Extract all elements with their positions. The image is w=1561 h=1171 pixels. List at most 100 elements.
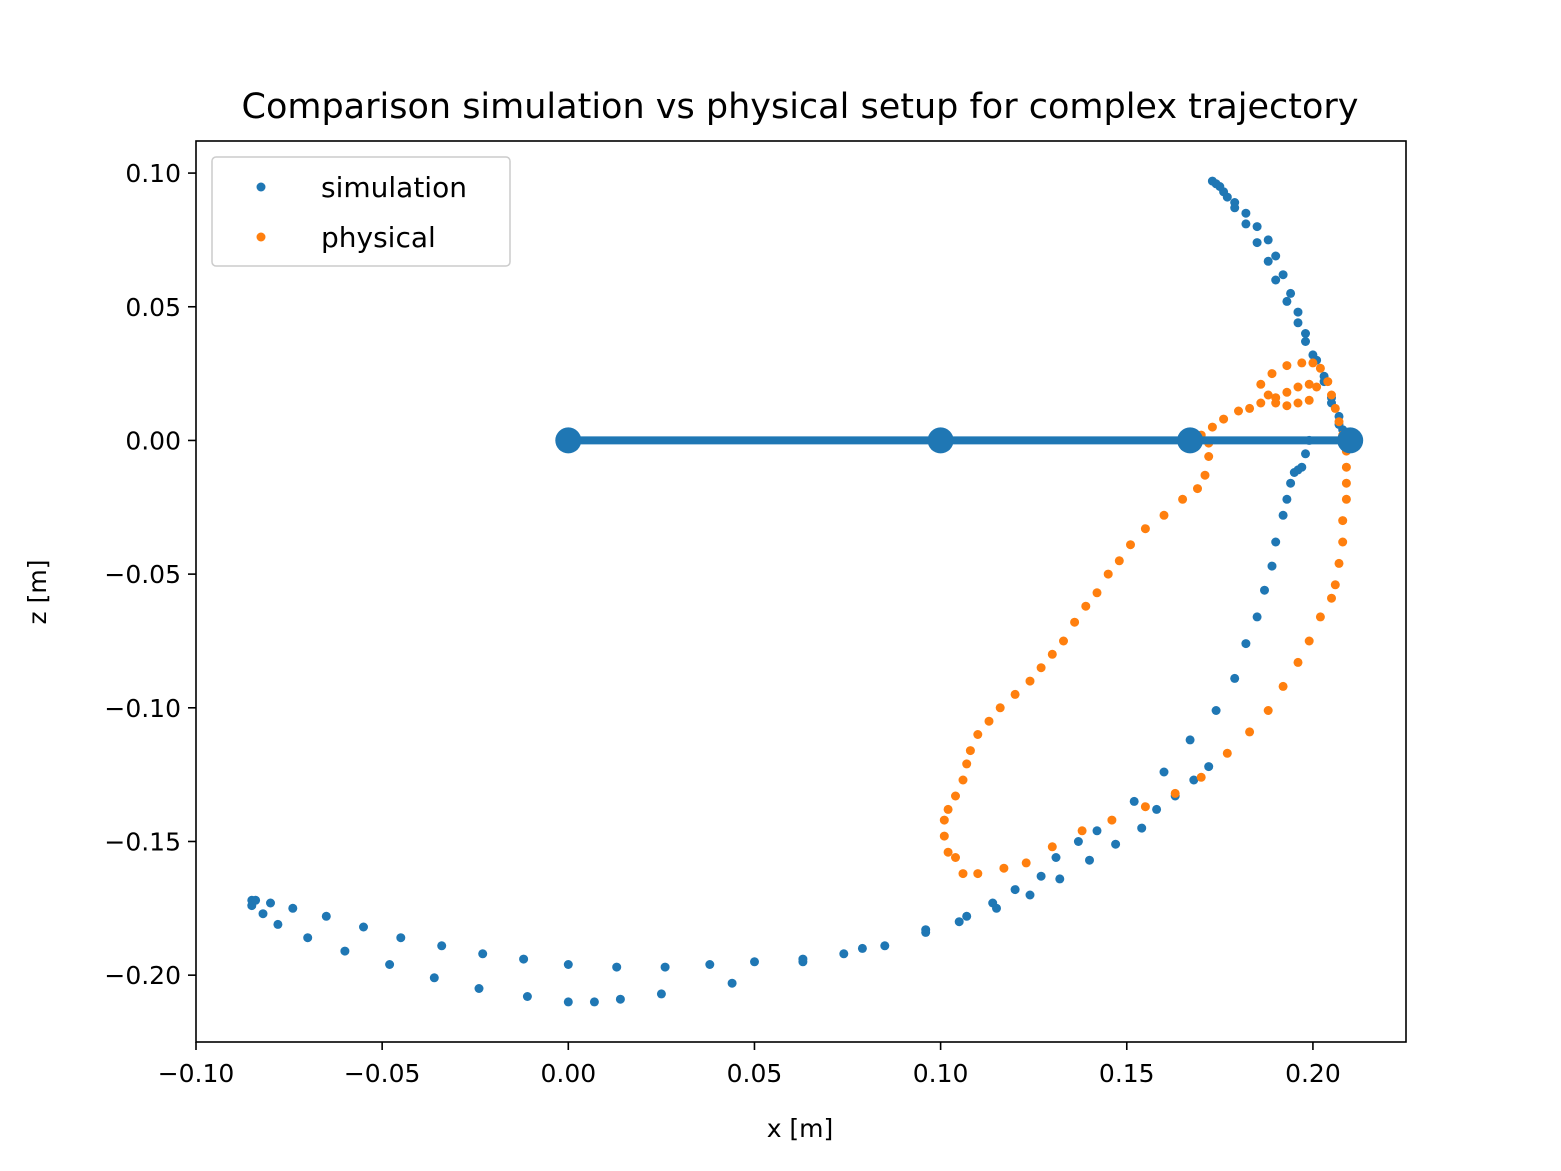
physical-point <box>1304 379 1314 389</box>
physical-point <box>1293 382 1303 392</box>
physical-point <box>1077 826 1087 836</box>
simulation-point <box>1159 767 1169 777</box>
physical-point <box>1140 524 1150 534</box>
y-tick-label: 0.00 <box>125 426 181 455</box>
y-tick-label: −0.20 <box>104 961 181 990</box>
simulation-point <box>1092 826 1102 836</box>
simulation-point <box>321 911 331 921</box>
physical-point <box>1327 593 1336 603</box>
simulation-point <box>1301 449 1310 459</box>
simulation-point <box>437 941 447 951</box>
physical-point <box>1293 398 1303 408</box>
simulation-point <box>1185 735 1195 745</box>
simulation-point <box>1085 855 1094 865</box>
physical-point <box>1267 369 1277 379</box>
simulation-point <box>1293 318 1303 328</box>
physical-point <box>1114 556 1124 566</box>
physical-point <box>1025 676 1035 686</box>
plot-marks <box>247 176 1364 1007</box>
simulation-point <box>1282 296 1292 306</box>
physical-point <box>1222 748 1232 758</box>
physical-point <box>1159 510 1169 520</box>
simulation-point <box>1204 762 1214 772</box>
simulation-point <box>359 922 368 932</box>
y-axis: 0.10 0.05 0.00 −0.05 −0.10 −0.15 −0.20 <box>104 159 196 990</box>
physical-point <box>1263 390 1273 400</box>
physical-point <box>995 703 1005 713</box>
simulation-point <box>705 960 715 969</box>
simulation-point <box>1252 238 1262 248</box>
simulation-point <box>266 898 275 908</box>
simulation-point <box>880 941 890 951</box>
simulation-point <box>750 957 759 967</box>
simulation-point <box>474 984 484 993</box>
simulation-point <box>1286 478 1296 488</box>
physical-point <box>943 804 953 814</box>
physical-point <box>939 831 949 841</box>
simulation-point <box>1230 203 1240 213</box>
simulation-point <box>1293 307 1303 317</box>
simulation-point <box>478 949 488 959</box>
physical-point <box>984 716 994 726</box>
simulation-point <box>954 917 964 927</box>
simulation-point <box>563 997 573 1007</box>
physical-point <box>1278 681 1288 691</box>
simulation-point <box>1055 874 1065 884</box>
simulation-point <box>1271 251 1281 261</box>
chart-title: Comparison simulation vs physical setup … <box>242 87 1359 127</box>
physical-point <box>1256 398 1266 408</box>
simulation-point <box>1129 796 1139 806</box>
physical-point <box>939 815 949 825</box>
simulation-point <box>1189 775 1199 785</box>
simulation-point <box>1252 612 1262 622</box>
physical-point <box>1036 663 1046 673</box>
physical-point <box>1081 601 1091 611</box>
simulation-point <box>288 903 298 913</box>
physical-point <box>1341 494 1351 504</box>
physical-point <box>962 759 972 769</box>
physical-point <box>1200 470 1210 480</box>
physical-point <box>958 869 968 879</box>
physical-point <box>1070 617 1080 627</box>
physical-point <box>973 869 983 879</box>
simulation-point <box>1301 329 1310 338</box>
simulation-point <box>656 989 666 999</box>
physical-point <box>1341 478 1351 488</box>
simulation-point <box>612 962 622 972</box>
simulation-point <box>1137 823 1147 833</box>
simulation-point <box>1241 219 1251 229</box>
physical-point <box>1059 636 1068 646</box>
physical-point <box>1327 390 1336 400</box>
simulation-point <box>303 933 313 943</box>
simulation-point <box>962 911 972 921</box>
physical-point <box>951 853 960 862</box>
y-tick-label: 0.10 <box>125 159 181 188</box>
x-tick-label: 0.20 <box>1285 1059 1341 1088</box>
simulation-point <box>857 943 867 953</box>
simulation-point <box>1260 585 1269 595</box>
simulation-point <box>258 909 268 919</box>
physical-point <box>1315 363 1325 373</box>
simulation-point <box>273 919 283 929</box>
physical-point <box>1271 398 1281 408</box>
simulation-point <box>251 895 261 905</box>
simulation-point <box>1152 804 1162 814</box>
physical-point <box>1092 588 1102 598</box>
simulation-point <box>1301 337 1310 346</box>
simulation-point <box>1278 510 1288 520</box>
simulation-point <box>385 960 395 969</box>
simulation-point <box>1289 468 1299 477</box>
physical-point <box>1282 361 1292 371</box>
simulation-point <box>1230 673 1240 683</box>
joint-marker <box>927 427 954 454</box>
legend-label-simulation: simulation <box>321 171 467 204</box>
physical-point <box>1021 858 1031 868</box>
simulation-point <box>1241 639 1251 649</box>
physical-point <box>1334 558 1344 568</box>
simulation-point <box>1263 256 1273 266</box>
simulation-point <box>615 994 625 1004</box>
physical-point <box>1312 382 1322 392</box>
x-tick-label: 0.15 <box>1099 1059 1155 1088</box>
physical-point <box>1315 612 1325 622</box>
simulation-point <box>519 954 529 964</box>
